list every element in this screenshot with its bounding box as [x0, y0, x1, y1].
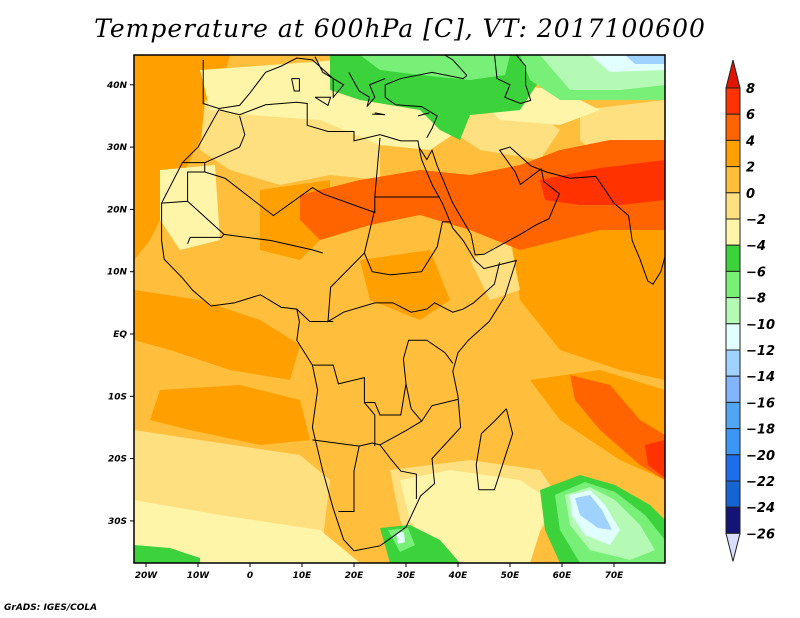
coastline-border: [417, 112, 430, 117]
colorbar-swatch: [725, 139, 741, 168]
colorbar-swatch: [725, 166, 741, 194]
coastline-border: [494, 55, 532, 105]
coastline-border: [223, 233, 323, 254]
grads-credit: GrADS: IGES/COLA: [4, 603, 98, 613]
y-tick-label: 20S: [108, 455, 127, 465]
colorbar-label: −20: [746, 449, 775, 464]
colorbar-label: −16: [746, 396, 775, 411]
temperature-field: [134, 55, 665, 563]
colorbar-label: −4: [746, 239, 766, 254]
colorbar-bottom-arrow: [725, 532, 741, 562]
coastline-border: [204, 137, 381, 217]
y-tick-label: EQ: [113, 330, 127, 340]
colorbar-swatch: [725, 480, 741, 508]
colorbar-top-arrow: [725, 59, 741, 89]
coastline-border: [314, 96, 332, 107]
coastline-border: [364, 402, 376, 447]
coastline-border: [291, 78, 300, 92]
x-tick-label: 0: [247, 571, 253, 581]
map-frame: [133, 54, 666, 564]
colorbar-label: −12: [746, 344, 775, 359]
colorbar-label: 6: [746, 108, 755, 123]
colorbar-label: −2: [746, 213, 766, 228]
colorbar-label: −6: [746, 265, 766, 280]
coastline-border: [312, 339, 454, 416]
coastline-border: [372, 112, 386, 116]
coastline-border: [312, 398, 459, 447]
colorbar-swatch: [725, 428, 741, 456]
colorbar-swatch: [725, 349, 741, 377]
y-tick-label: 30N: [107, 143, 128, 153]
colorbar-label: 2: [746, 161, 755, 176]
coastline-border: [363, 209, 451, 276]
x-tick-label: 50E: [501, 571, 521, 581]
coastline-border: [296, 308, 334, 323]
colorbar-label: 4: [745, 134, 755, 149]
longitude-axis: 20W 10W 0 10E 20E 30E 40E 50E 60E 70E: [135, 563, 624, 581]
coastline-border: [161, 162, 206, 204]
x-tick-label: 70E: [605, 571, 625, 581]
x-tick-label: 10E: [293, 571, 313, 581]
x-tick-label: 10W: [187, 571, 211, 581]
colorbar-swatch: [725, 192, 741, 220]
colorbar-swatch: [725, 401, 741, 430]
coastline-border: [348, 72, 386, 107]
coastline-border: [338, 446, 360, 513]
y-tick-label: 40N: [106, 81, 128, 91]
coastline-border: [405, 383, 422, 422]
colorbar-label: −18: [746, 423, 775, 438]
x-tick-label: 60E: [553, 571, 573, 581]
x-tick-label: 20W: [135, 571, 159, 581]
x-tick-label: 20E: [345, 571, 365, 581]
colorbar-label: −24: [746, 501, 775, 516]
colorbar: 8 6 4 2 0 −2 −4 −6 −8 −10 −12 −14 −16 −18 −20 −22 −24 −26: [725, 59, 775, 562]
colorbar-swatch: [725, 375, 741, 403]
y-tick-label: 10N: [107, 268, 128, 278]
coastline-border: [418, 146, 665, 285]
map-title: Temperature at 600hPa [C], VT: 201710060…: [94, 14, 706, 43]
coastline-border: [202, 56, 345, 109]
colorbar-label: 0: [746, 187, 755, 202]
colorbar-label: −14: [746, 370, 775, 385]
coastline-border: [161, 101, 517, 552]
coastline-border: [187, 200, 225, 244]
colorbar-label: −22: [746, 475, 775, 490]
coastlines-and-borders: [161, 55, 665, 552]
coastline-border: [384, 71, 468, 138]
y-tick-label: 10S: [108, 392, 127, 402]
colorbar-swatch: [725, 218, 741, 246]
x-tick-label: 40E: [448, 571, 469, 581]
colorbar-label: 8: [746, 82, 755, 97]
coastline-border: [204, 115, 246, 164]
colorbar-swatch: [725, 323, 741, 351]
colorbar-swatch: [725, 113, 741, 141]
colorbar-swatch: [725, 297, 741, 325]
coastline-border: [379, 444, 417, 500]
colorbar-swatch: [725, 506, 741, 534]
y-tick-label: 30S: [108, 517, 127, 527]
colorbar-swatch: [725, 244, 741, 272]
colorbar-label: −10: [746, 318, 775, 333]
latitude-axis: 40N 30N 20N 10N EQ 10S 20S 30S: [106, 81, 134, 527]
colorbar-swatch: [725, 87, 741, 115]
colorbar-label: −26: [746, 527, 775, 542]
colorbar-swatch: [725, 454, 741, 482]
x-tick-label: 30E: [397, 571, 417, 581]
y-tick-label: 20N: [107, 205, 128, 215]
coastline-border: [327, 252, 501, 323]
colorbar-swatch: [725, 270, 741, 299]
coastline-border: [475, 408, 514, 491]
colorbar-label: −8: [746, 292, 766, 307]
